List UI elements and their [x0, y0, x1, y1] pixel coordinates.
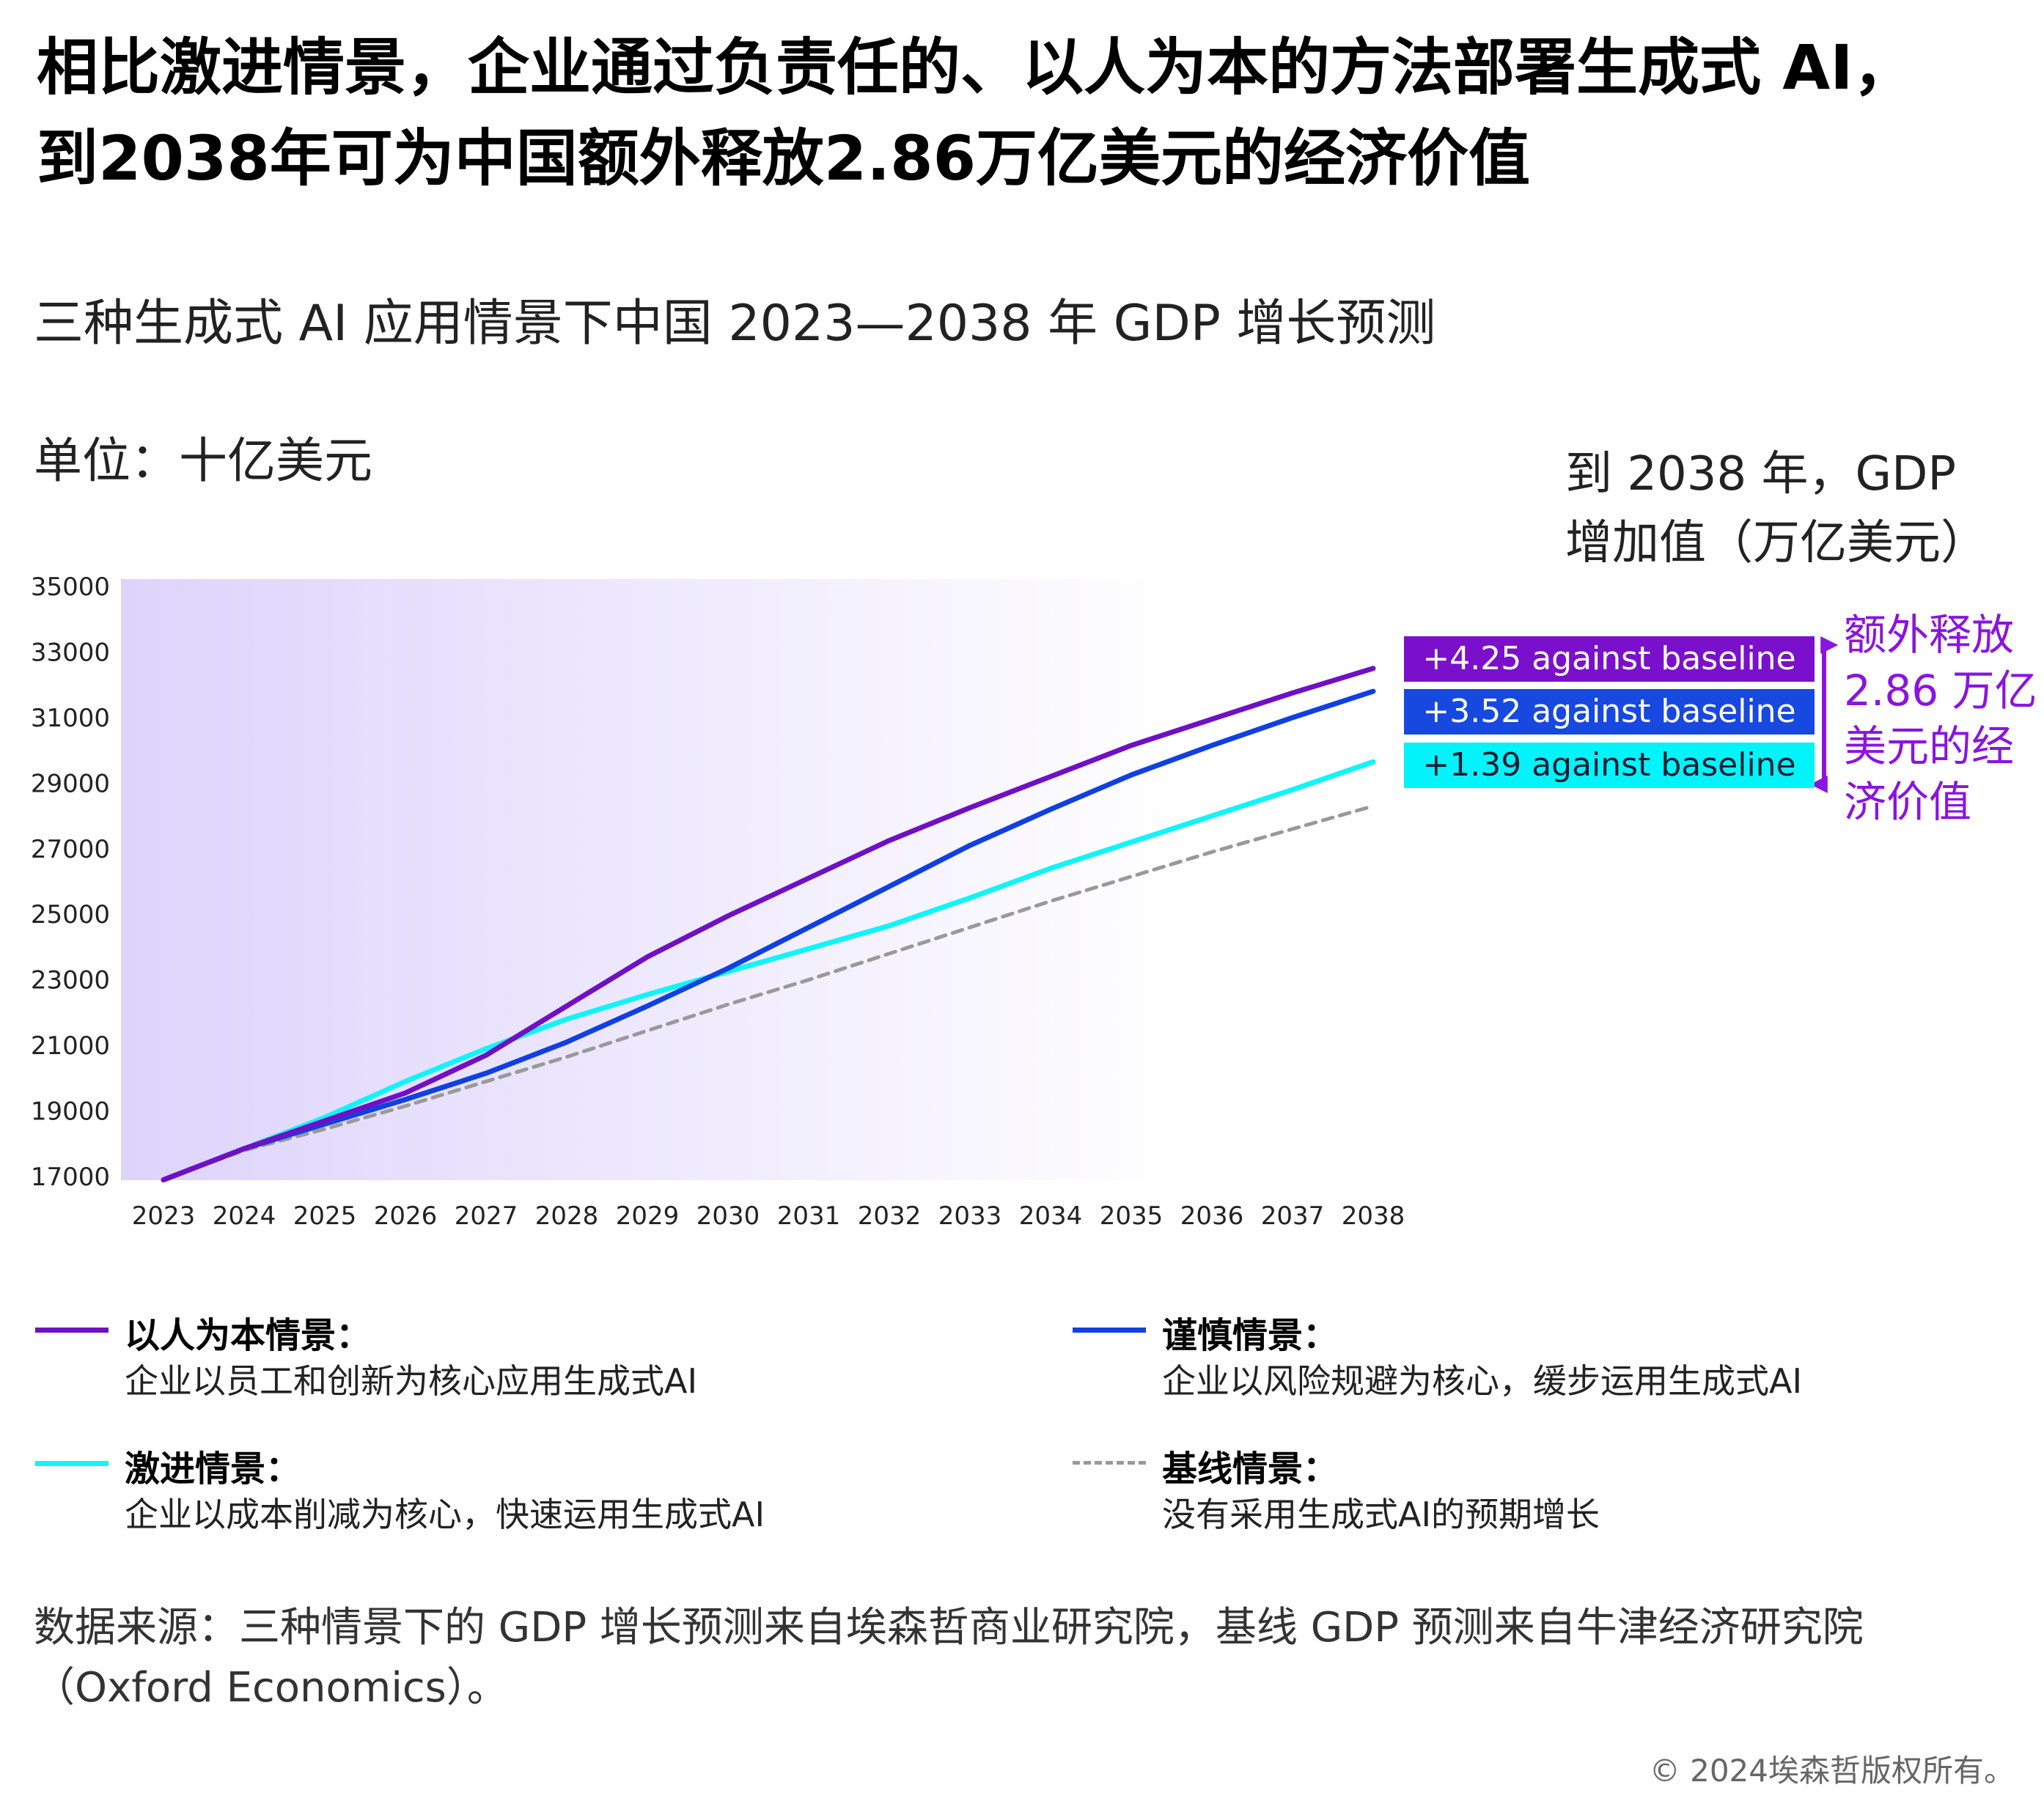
plot-background — [121, 579, 1191, 1180]
legend-title-aggressive: 激进情景： — [125, 1448, 301, 1490]
legend-desc-people-first: 企业以员工和创新为核心应用生成式AI — [125, 1361, 698, 1401]
extra-value-line-1: 额外释放 — [1844, 610, 2015, 660]
x-tick-label: 2034 — [1019, 1201, 1083, 1231]
x-tick-label: 2028 — [535, 1201, 599, 1231]
y-tick-label: 33000 — [31, 638, 110, 667]
x-tick-label: 2032 — [858, 1201, 922, 1231]
right-header-line-2: 增加值（万亿美元） — [1565, 516, 1988, 570]
legend-swatch-cautious — [1073, 1328, 1146, 1333]
y-tick-label: 29000 — [31, 769, 110, 798]
legend-swatch-aggressive — [35, 1461, 109, 1466]
y-tick-label: 21000 — [31, 1031, 110, 1061]
data-source-line-1: 数据来源：三种情景下的 GDP 增长预测来自埃森哲商业研究院，基线 GDP 预测… — [34, 1604, 1864, 1652]
series-lines — [161, 666, 1376, 1182]
extra-value-line-2: 2.86 万亿 — [1844, 666, 2037, 715]
x-tick-label: 2030 — [696, 1201, 760, 1231]
series-line-cautious — [161, 688, 1376, 1182]
legend-desc-baseline: 没有采用生成式AI的预期增长 — [1162, 1495, 1600, 1534]
y-tick-label: 27000 — [31, 835, 110, 864]
data-source-note: 数据来源：三种情景下的 GDP 增长预测来自埃森哲商业研究院，基线 GDP 预测… — [34, 1598, 2028, 1718]
x-tick-label: 2033 — [938, 1201, 1002, 1231]
headline-line-2: 到2038年可为中国额外释放2.86万亿美元的经济价值 — [37, 122, 1531, 194]
chart-subtitle: 三种生成式 AI 应用情景下中国 2023—2038 年 GDP 增长预测 — [34, 295, 1436, 353]
x-axis-ticks: 2023 2024 2025 2026 2027 2028 2029 2030 2031 2032… — [132, 1201, 1405, 1231]
y-tick-label: 19000 — [31, 1097, 110, 1127]
copyright: © 2024埃森哲版权所有。 — [1649, 1753, 2015, 1789]
legend-title-people-first: 以人为本情景： — [125, 1315, 372, 1356]
y-tick-label: 31000 — [31, 704, 110, 733]
legend-swatch-baseline — [1073, 1461, 1146, 1465]
right-header: 到 2038 年，GDP 增加值（万亿美元） — [1565, 440, 1988, 578]
series-line-baseline — [161, 804, 1375, 1182]
badge-aggressive: +1.39 against baseline — [1404, 743, 1815, 788]
x-tick-label: 2038 — [1342, 1201, 1405, 1231]
y-tick-label: 25000 — [31, 900, 110, 929]
data-source-line-2: （Oxford Economics）。 — [34, 1664, 508, 1712]
x-tick-label: 2023 — [132, 1201, 196, 1231]
extra-value-line-4: 济价值 — [1844, 777, 1972, 827]
y-tick-label: 35000 — [31, 573, 110, 602]
x-tick-label: 2029 — [616, 1201, 680, 1231]
legend-desc-cautious: 企业以风险规避为核心，缓步运用生成式AI — [1162, 1361, 1803, 1401]
unit-label: 单位：十亿美元 — [34, 432, 372, 489]
x-tick-label: 2027 — [455, 1201, 518, 1231]
headline-line-1: 相比激进情景，企业通过负责任的、以人为本的方法部署生成式 AI， — [37, 32, 1915, 103]
x-tick-label: 2035 — [1100, 1201, 1163, 1231]
legend-title-cautious: 谨慎情景： — [1162, 1315, 1339, 1356]
legend-title-baseline: 基线情景： — [1162, 1448, 1339, 1490]
x-tick-label: 2026 — [374, 1201, 438, 1231]
x-tick-label: 2036 — [1180, 1201, 1244, 1231]
gdp-line-chart: 35000 33000 31000 29000 27000 25000 23000 21000… — [31, 573, 1839, 1231]
extra-value-line-3: 美元的经 — [1844, 721, 2015, 771]
legend-swatch-people-first — [35, 1328, 109, 1333]
x-tick-label: 2025 — [293, 1201, 357, 1231]
legend-desc-aggressive: 企业以成本削减为核心，快速运用生成式AI — [125, 1495, 765, 1534]
x-tick-label: 2037 — [1261, 1201, 1325, 1231]
extra-value-note: 额外释放 2.86 万亿 美元的经 济价值 — [1844, 607, 2037, 830]
series-line-aggressive — [161, 759, 1376, 1182]
y-axis-ticks: 35000 33000 31000 29000 27000 25000 23000 21000… — [31, 573, 110, 1192]
badge-cautious: +3.52 against baseline — [1404, 689, 1815, 735]
y-tick-label: 23000 — [31, 966, 110, 995]
y-tick-label: 17000 — [31, 1163, 110, 1192]
badge-people-first: +4.25 against baseline — [1404, 636, 1815, 682]
x-tick-label: 2024 — [213, 1201, 276, 1231]
headline: 相比激进情景，企业通过负责任的、以人为本的方法部署生成式 AI， 到2038年可… — [37, 22, 2031, 204]
x-tick-label: 2031 — [777, 1201, 841, 1231]
right-header-line-1: 到 2038 年，GDP — [1565, 447, 1957, 501]
series-line-people-first — [161, 666, 1376, 1182]
